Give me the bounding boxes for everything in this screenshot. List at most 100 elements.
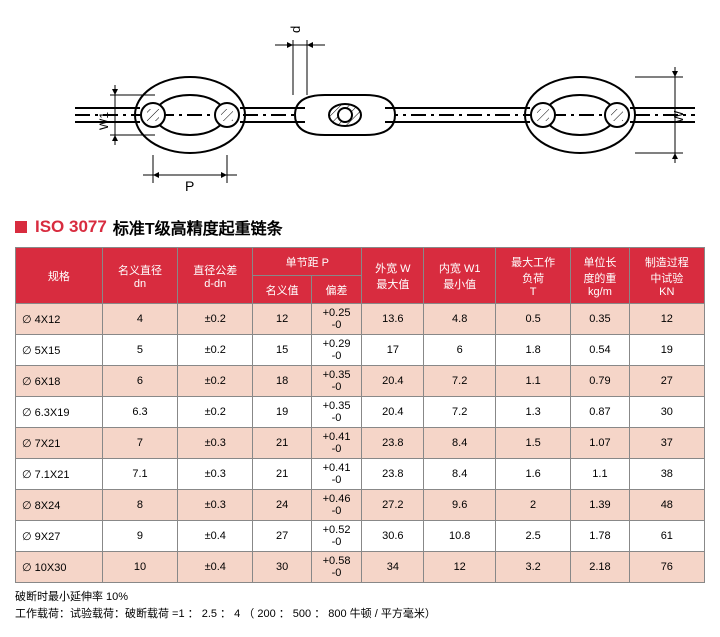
cell-dev: +0.35-0 (311, 366, 361, 397)
cell-dn: 4 (102, 304, 177, 335)
cell-weight: 1.1 (571, 459, 629, 490)
cell-load: 0.5 (495, 304, 570, 335)
cell-nom: 27 (253, 521, 311, 552)
cell-w1min: 6 (424, 335, 496, 366)
cell-test: 37 (629, 428, 704, 459)
cell-dn: 6.3 (102, 397, 177, 428)
footer-line2: 工作载荷：试验载荷：破断载荷 =1 ： 2.5 ： 4 （ 200 ： 500 … (15, 606, 705, 623)
th-ddn: 直径公差d-dn (178, 248, 253, 304)
cell-test: 27 (629, 366, 704, 397)
cell-ddn: ±0.3 (178, 490, 253, 521)
table-row: ∅ 7X217±0.321+0.41-023.88.41.51.0737 (16, 428, 705, 459)
cell-ddn: ±0.2 (178, 366, 253, 397)
th-dn: 名义直径dn (102, 248, 177, 304)
cell-wmax: 17 (362, 335, 424, 366)
cell-load: 1.1 (495, 366, 570, 397)
cell-w1min: 8.4 (424, 428, 496, 459)
cell-w1min: 8.4 (424, 459, 496, 490)
cell-spec: ∅ 5X15 (16, 335, 103, 366)
cell-weight: 0.87 (571, 397, 629, 428)
cell-dev: +0.58-0 (311, 552, 361, 583)
th-dev: 偏差 (311, 276, 361, 304)
footer-line1: 破断时最小延伸率 10% (15, 589, 705, 606)
th-w1min: 内宽 W1最小值 (424, 248, 496, 304)
cell-spec: ∅ 6X18 (16, 366, 103, 397)
cell-spec: ∅ 7.1X21 (16, 459, 103, 490)
cell-nom: 18 (253, 366, 311, 397)
cell-load: 1.6 (495, 459, 570, 490)
cell-dev: +0.46-0 (311, 490, 361, 521)
table-row: ∅ 9X279±0.427+0.52-030.610.82.51.7861 (16, 521, 705, 552)
cell-load: 2.5 (495, 521, 570, 552)
cell-test: 19 (629, 335, 704, 366)
cell-ddn: ±0.2 (178, 397, 253, 428)
cell-dn: 5 (102, 335, 177, 366)
chain-diagram: d W1 W P (15, 15, 705, 195)
cell-w1min: 7.2 (424, 366, 496, 397)
cell-dev: +0.35-0 (311, 397, 361, 428)
th-spec: 规格 (16, 248, 103, 304)
cell-wmax: 27.2 (362, 490, 424, 521)
th-pitch: 单节距 P (253, 248, 362, 276)
table-header: 规格 名义直径dn 直径公差d-dn 单节距 P 外宽 W最大值 内宽 W1最小… (16, 248, 705, 304)
cell-dev: +0.52-0 (311, 521, 361, 552)
cell-wmax: 34 (362, 552, 424, 583)
cell-load: 1.3 (495, 397, 570, 428)
cell-weight: 0.35 (571, 304, 629, 335)
cell-dn: 6 (102, 366, 177, 397)
table-row: ∅ 5X155±0.215+0.29-01761.80.5419 (16, 335, 705, 366)
title-row: ISO 3077 标准T级高精度起重链条 (15, 215, 705, 239)
cell-ddn: ±0.4 (178, 552, 253, 583)
cell-ddn: ±0.2 (178, 335, 253, 366)
table-row: ∅ 6.3X196.3±0.219+0.35-020.47.21.30.8730 (16, 397, 705, 428)
th-weight: 单位长度的重kg/m (571, 248, 629, 304)
cell-w1min: 7.2 (424, 397, 496, 428)
cell-test: 30 (629, 397, 704, 428)
title-text: 标准T级高精度起重链条 (113, 215, 283, 239)
cell-weight: 1.78 (571, 521, 629, 552)
cell-nom: 21 (253, 428, 311, 459)
table-row: ∅ 8X248±0.324+0.46-027.29.621.3948 (16, 490, 705, 521)
cell-weight: 2.18 (571, 552, 629, 583)
cell-spec: ∅ 7X21 (16, 428, 103, 459)
cell-ddn: ±0.2 (178, 304, 253, 335)
cell-dev: +0.41-0 (311, 428, 361, 459)
label-p: P (185, 178, 194, 194)
cell-dn: 8 (102, 490, 177, 521)
cell-test: 48 (629, 490, 704, 521)
table-body: ∅ 4X124±0.212+0.25-013.64.80.50.3512∅ 5X… (16, 304, 705, 583)
cell-dev: +0.29-0 (311, 335, 361, 366)
cell-w1min: 10.8 (424, 521, 496, 552)
cell-weight: 0.79 (571, 366, 629, 397)
cell-load: 2 (495, 490, 570, 521)
cell-wmax: 30.6 (362, 521, 424, 552)
title-square-icon (15, 221, 27, 233)
cell-nom: 30 (253, 552, 311, 583)
cell-load: 3.2 (495, 552, 570, 583)
cell-spec: ∅ 4X12 (16, 304, 103, 335)
table-row: ∅ 6X186±0.218+0.35-020.47.21.10.7927 (16, 366, 705, 397)
cell-dn: 9 (102, 521, 177, 552)
cell-test: 38 (629, 459, 704, 490)
cell-wmax: 20.4 (362, 397, 424, 428)
table-row: ∅ 10X3010±0.430+0.58-034123.22.1876 (16, 552, 705, 583)
cell-weight: 1.39 (571, 490, 629, 521)
cell-wmax: 20.4 (362, 366, 424, 397)
th-test: 制造过程中试验KN (629, 248, 704, 304)
cell-weight: 1.07 (571, 428, 629, 459)
cell-ddn: ±0.4 (178, 521, 253, 552)
footer-notes: 破断时最小延伸率 10% 工作载荷：试验载荷：破断载荷 =1 ： 2.5 ： 4… (15, 589, 705, 622)
cell-load: 1.8 (495, 335, 570, 366)
cell-nom: 19 (253, 397, 311, 428)
th-wmax: 外宽 W最大值 (362, 248, 424, 304)
th-nominal: 名义值 (253, 276, 311, 304)
label-w: W (671, 110, 686, 123)
cell-dn: 10 (102, 552, 177, 583)
table-row: ∅ 7.1X217.1±0.321+0.41-023.88.41.61.138 (16, 459, 705, 490)
cell-spec: ∅ 9X27 (16, 521, 103, 552)
th-load: 最大工作负荷T (495, 248, 570, 304)
cell-ddn: ±0.3 (178, 428, 253, 459)
cell-nom: 12 (253, 304, 311, 335)
cell-w1min: 12 (424, 552, 496, 583)
cell-load: 1.5 (495, 428, 570, 459)
